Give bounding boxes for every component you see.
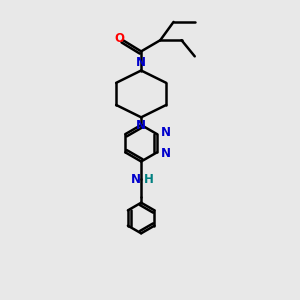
Text: H: H bbox=[143, 172, 153, 186]
Text: N: N bbox=[136, 56, 146, 69]
Text: N: N bbox=[136, 119, 146, 132]
Text: O: O bbox=[114, 32, 124, 46]
Text: N: N bbox=[161, 126, 171, 140]
Text: N: N bbox=[130, 172, 141, 186]
Text: N: N bbox=[161, 147, 171, 160]
